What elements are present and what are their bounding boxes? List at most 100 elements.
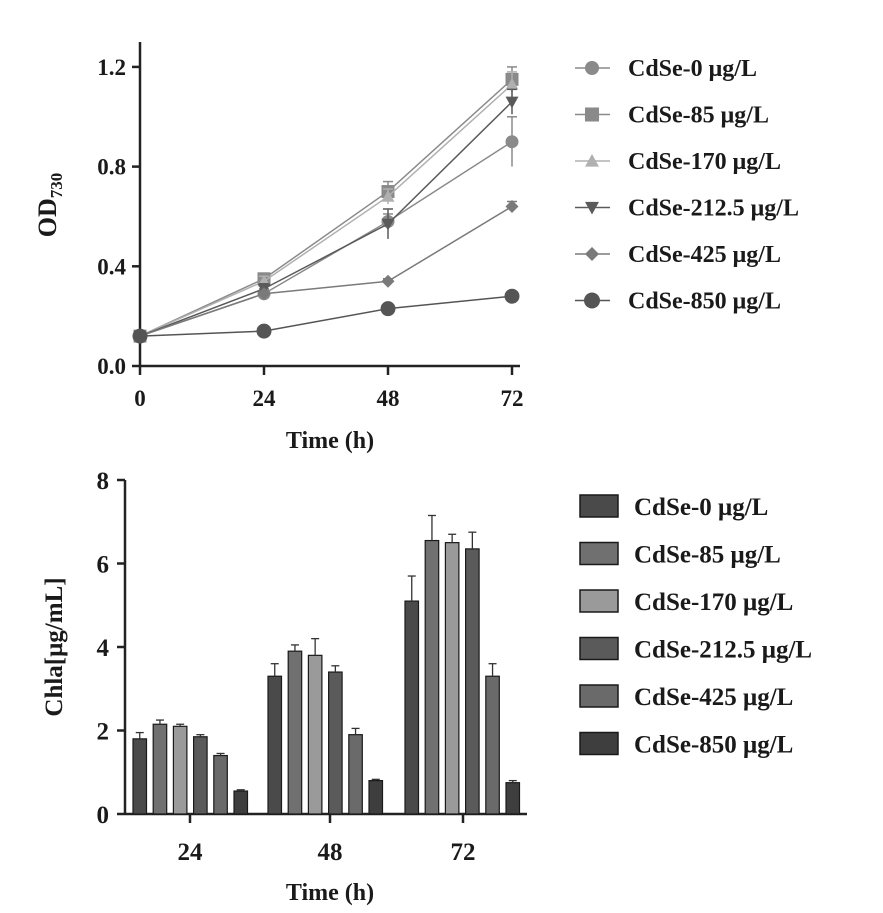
legend-label: CdSe-85 μg/L	[634, 542, 781, 569]
bar	[307, 654, 323, 815]
legend-swatch	[579, 731, 619, 756]
bar	[444, 542, 460, 815]
series-1	[133, 116, 519, 343]
legend-item: CdSe-170 μg/L	[579, 589, 793, 616]
data-point	[381, 218, 395, 231]
legend-label: CdSe-0 μg/L	[628, 56, 757, 82]
legend-item: CdSe-0 μg/L	[579, 494, 768, 521]
od-line-chart: 0.0 0.4 0.8 1.2 0 24 48 72 Time (h) OD730 CdSe…	[33, 42, 799, 454]
legend-swatch	[579, 541, 619, 566]
data-point	[505, 199, 519, 213]
bar	[267, 675, 283, 815]
bar	[505, 782, 521, 815]
bar-series-2	[152, 514, 440, 815]
y-tick-group: 0.0 0.4 0.8 1.2	[97, 55, 140, 379]
bar-series-3	[172, 533, 460, 815]
x-axis-title: Time (h)	[286, 428, 374, 454]
legend-item: CdSe-425 μg/L	[575, 242, 781, 268]
y-tick-label: 0.8	[97, 155, 126, 180]
x-tick-group: 0 24 48 72	[134, 366, 524, 411]
y-tick-label: 0	[97, 802, 110, 829]
bar	[404, 600, 420, 815]
bar	[287, 650, 303, 815]
data-point	[380, 301, 396, 317]
legend-item: CdSe-425 μg/L	[579, 684, 793, 711]
x-tick-label: 0	[134, 386, 146, 411]
y-tick-label: 1.2	[97, 55, 126, 80]
legend-label: CdSe-425 μg/L	[628, 242, 781, 268]
legend-marker	[585, 61, 599, 75]
legend-label: CdSe-170 μg/L	[634, 589, 793, 616]
legend-label: CdSe-0 μg/L	[634, 494, 768, 521]
legend-label: CdSe-85 μg/L	[628, 103, 769, 129]
series-group	[132, 66, 520, 344]
x-tick-label: 24	[178, 839, 204, 866]
bar-series-1	[132, 575, 420, 815]
data-point	[256, 323, 272, 339]
x-tick-label: 72	[501, 386, 524, 411]
legend-label: CdSe-425 μg/L	[634, 684, 793, 711]
data-point	[505, 96, 519, 109]
series-line	[139, 295, 513, 337]
legend-label: CdSe-850 μg/L	[634, 732, 793, 759]
y-tick-label: 2	[97, 719, 110, 746]
data-point	[505, 77, 519, 90]
series-line	[139, 78, 513, 337]
legend-label: CdSe-850 μg/L	[628, 289, 781, 315]
bar	[328, 671, 343, 815]
series-line	[139, 205, 513, 337]
legend-swatch	[579, 494, 619, 518]
y-tick-label: 8	[97, 468, 110, 495]
data-point	[132, 328, 148, 344]
data-point	[381, 274, 395, 288]
legend-item: CdSe-85 μg/L	[579, 541, 781, 569]
legend-marker	[584, 292, 600, 309]
legend-marker	[585, 107, 599, 122]
series-line	[139, 83, 513, 337]
legend-item: CdSe-850 μg/L	[579, 731, 793, 759]
bar	[368, 779, 384, 815]
series-5	[133, 199, 519, 343]
legend-item: CdSe-850 μg/L	[575, 289, 781, 315]
series-line	[139, 101, 513, 337]
legend-marker	[585, 154, 599, 167]
x-axis-title: Time (h)	[286, 880, 374, 906]
bar	[348, 734, 363, 815]
x-tick-label: 24	[253, 386, 277, 411]
y-tick-label: 0.0	[97, 354, 126, 379]
bar	[424, 539, 440, 815]
y-tick-group: 0 2 4 6 8	[97, 468, 125, 829]
bar-series-5	[213, 663, 500, 815]
bar	[193, 736, 208, 815]
bar	[172, 725, 188, 815]
series-4	[133, 88, 519, 343]
legend-item: CdSe-0 μg/L	[575, 56, 757, 82]
y-axis-title: Chla[μg/mL]	[41, 577, 68, 716]
data-point	[504, 288, 520, 304]
y-axis-title-main: OD	[33, 198, 62, 237]
data-point	[257, 287, 271, 301]
legend-swatch	[579, 589, 619, 613]
legend-swatch	[579, 684, 619, 708]
series-6	[132, 288, 520, 344]
data-point	[381, 190, 395, 202]
y-tick-label: 4	[97, 635, 110, 662]
bar-series-4	[193, 531, 480, 815]
y-axis-title-sub: 730	[47, 173, 66, 199]
legend-item: CdSe-85 μg/L	[575, 103, 769, 129]
legend: CdSe-0 μg/L CdSe-85 μg/L CdSe-170 μg/L CdSe…	[575, 56, 799, 315]
y-axis-title: OD730	[33, 173, 66, 238]
bar-group	[132, 514, 521, 815]
data-point	[505, 135, 519, 149]
bar	[233, 790, 249, 815]
legend-item: CdSe-170 μg/L	[575, 149, 781, 175]
legend-marker	[585, 201, 599, 215]
bar	[485, 675, 500, 815]
y-tick-label: 0.4	[97, 254, 126, 279]
y-tick-label: 6	[97, 552, 110, 579]
legend-label: CdSe-170 μg/L	[628, 149, 781, 175]
legend: CdSe-0 μg/L CdSe-85 μg/L CdSe-170 μg/L CdSe…	[579, 494, 812, 759]
bar-series-6	[233, 778, 521, 815]
